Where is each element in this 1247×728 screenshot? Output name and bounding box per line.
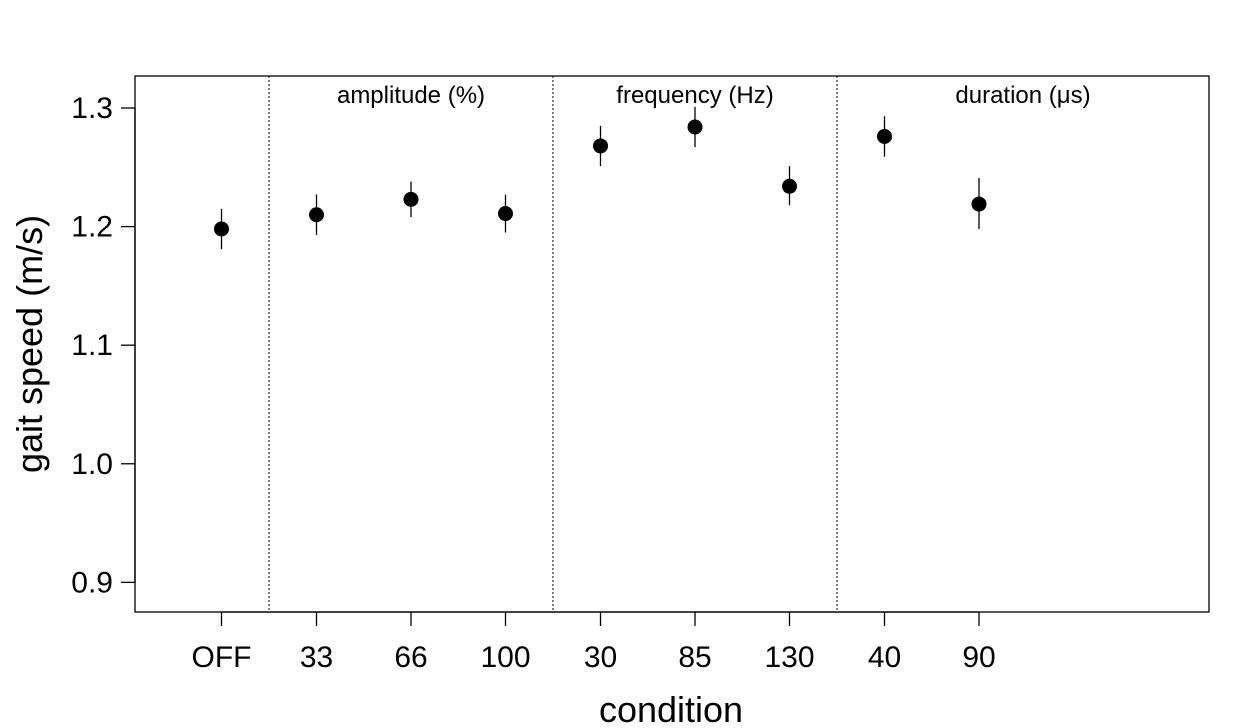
x-tick-label-0: OFF bbox=[192, 641, 252, 674]
group-label-1: amplitude (%) bbox=[337, 82, 485, 109]
x-tick-label-2: 66 bbox=[394, 641, 427, 674]
data-point-3 bbox=[498, 206, 513, 222]
group-dividers bbox=[268, 76, 838, 612]
x-tick-label-7: 40 bbox=[868, 641, 901, 674]
x-tick-label-6: 130 bbox=[764, 641, 814, 674]
y-axis: 0.9 1.0 1.1 1.2 1.3 bbox=[71, 92, 136, 599]
group-labels: amplitude (%) frequency (Hz) duration (μs) bbox=[337, 82, 1091, 109]
x-tick-label-5: 85 bbox=[678, 641, 711, 674]
data-point-2 bbox=[403, 191, 419, 207]
x-tick-label-4: 30 bbox=[584, 641, 617, 674]
data-point-5 bbox=[687, 119, 703, 135]
group-label-2: frequency (Hz) bbox=[616, 82, 773, 109]
y-tick-label-4: 1.3 bbox=[71, 92, 113, 125]
x-axis-title: condition bbox=[599, 689, 743, 728]
y-tick-label-3: 1.2 bbox=[71, 211, 113, 244]
x-axis: OFF 33 66 100 30 85 130 40 90 bbox=[192, 611, 996, 674]
data-point-4 bbox=[593, 138, 608, 154]
plot-frame bbox=[134, 75, 1210, 613]
data-point-7 bbox=[877, 128, 892, 144]
data-point-1 bbox=[309, 207, 324, 223]
data-point-6 bbox=[782, 178, 797, 194]
x-tick-label-3: 100 bbox=[480, 641, 530, 674]
x-tick-label-1: 33 bbox=[300, 641, 333, 674]
y-tick-label-1: 1.0 bbox=[71, 448, 113, 481]
y-tick-label-2: 1.1 bbox=[71, 329, 113, 362]
data-points bbox=[214, 106, 987, 250]
data-point-0 bbox=[214, 221, 229, 237]
x-tick-label-8: 90 bbox=[962, 641, 995, 674]
y-axis-title: gait speed (m/s) bbox=[9, 215, 50, 473]
y-tick-label-0: 0.9 bbox=[71, 566, 113, 599]
data-point-8 bbox=[971, 196, 987, 212]
group-label-3: duration (μs) bbox=[955, 82, 1090, 109]
